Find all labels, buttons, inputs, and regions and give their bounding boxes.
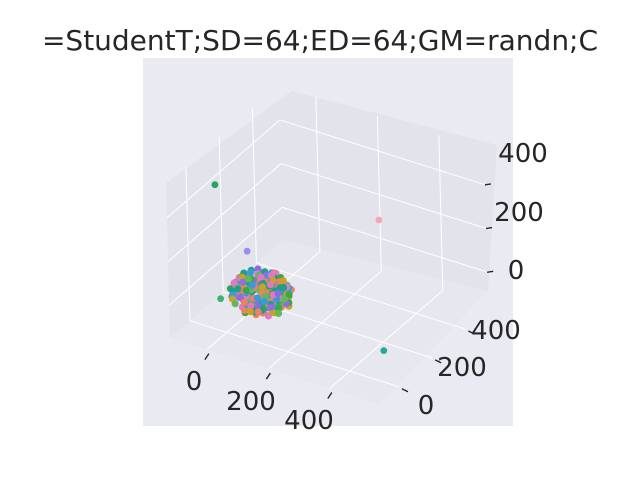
cluster-point bbox=[253, 294, 261, 302]
cluster-point bbox=[244, 275, 252, 283]
cluster-point bbox=[248, 281, 256, 289]
cluster-point bbox=[231, 300, 239, 308]
z-tick-label-200: 200 bbox=[494, 198, 544, 228]
outlier-point-1 bbox=[243, 247, 251, 255]
cluster-point bbox=[246, 308, 254, 316]
outlier-point-4 bbox=[217, 295, 225, 303]
cluster-point bbox=[274, 309, 283, 317]
gridline-y-floor bbox=[189, 320, 400, 388]
back-left-pane bbox=[166, 91, 292, 338]
cluster-point bbox=[254, 308, 262, 316]
y-tick-label-0: 0 bbox=[418, 391, 435, 421]
cluster-point bbox=[275, 304, 283, 312]
gridline-x-floor bbox=[268, 270, 382, 370]
gridline-y-wall bbox=[251, 108, 257, 264]
gridline-y-wall bbox=[185, 165, 191, 321]
back-right-pane bbox=[283, 91, 497, 291]
cluster-point bbox=[242, 286, 250, 295]
cluster-point bbox=[247, 302, 255, 310]
cluster-point bbox=[230, 279, 238, 287]
cluster-point bbox=[240, 298, 248, 306]
cluster-point bbox=[239, 278, 247, 286]
cluster-point bbox=[267, 303, 275, 311]
z-tick-label-400: 400 bbox=[498, 139, 548, 169]
cluster-point bbox=[254, 265, 262, 273]
outlier-point-3 bbox=[380, 347, 388, 354]
x-tick-mark bbox=[204, 353, 210, 361]
cluster-point bbox=[280, 295, 288, 303]
outlier-point-0 bbox=[211, 181, 219, 189]
gridline-z-right-wall bbox=[279, 119, 490, 187]
y-tick-mark bbox=[468, 330, 475, 335]
gridlines bbox=[166, 96, 492, 389]
x-tick-label-200: 200 bbox=[226, 387, 276, 417]
gridline-z-left-wall bbox=[166, 119, 281, 219]
x-tick-mark bbox=[327, 392, 333, 399]
gridline-x-wall bbox=[315, 96, 321, 252]
z-tick-mark bbox=[485, 226, 493, 230]
y-tick-label-400: 400 bbox=[471, 316, 521, 346]
z-tick-mark bbox=[487, 270, 494, 273]
cluster-point bbox=[260, 297, 268, 305]
cluster-point bbox=[279, 283, 288, 292]
gridline-y-floor bbox=[256, 262, 466, 330]
cluster-point bbox=[234, 285, 242, 293]
x-tick-label-0: 0 bbox=[186, 367, 203, 397]
gridline-x-wall bbox=[438, 135, 444, 291]
chart-title: =StudentT;SD=64;ED=64;GM=randn;C bbox=[42, 24, 598, 57]
cluster-point bbox=[266, 280, 274, 289]
gridline-y-wall bbox=[218, 136, 224, 292]
z-tick-mark bbox=[484, 183, 492, 186]
gridline-x-floor bbox=[329, 290, 444, 389]
y-tick-mark bbox=[401, 388, 409, 393]
gridline-z-right-wall bbox=[282, 206, 492, 274]
gridline-z-left-wall bbox=[168, 206, 283, 306]
gridline-z-left-wall bbox=[167, 163, 282, 262]
y-tick-mark bbox=[434, 359, 442, 364]
cluster-point bbox=[247, 268, 255, 276]
x-tick-mark bbox=[265, 372, 271, 380]
data-points bbox=[211, 181, 388, 354]
gridline-x-wall bbox=[376, 116, 382, 272]
cluster-point bbox=[258, 283, 267, 291]
x-tick-label-400: 400 bbox=[284, 406, 334, 436]
cluster-point bbox=[257, 273, 265, 282]
cluster-point bbox=[274, 289, 282, 298]
y-tick-label-200: 200 bbox=[437, 353, 487, 383]
cluster-point bbox=[279, 277, 287, 285]
z-tick-label-0: 0 bbox=[508, 256, 525, 286]
axis-tick-marks bbox=[204, 183, 494, 399]
gridline-z-right-wall bbox=[280, 163, 491, 231]
outlier-point-2 bbox=[375, 216, 383, 224]
cluster-point bbox=[285, 291, 293, 299]
